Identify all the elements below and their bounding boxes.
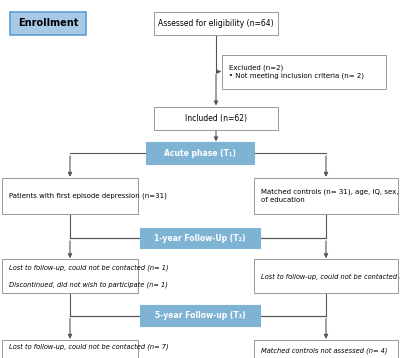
FancyBboxPatch shape [2, 259, 138, 294]
FancyBboxPatch shape [254, 259, 398, 294]
Text: Patients with first episode depression (n=31): Patients with first episode depression (… [9, 193, 167, 199]
FancyBboxPatch shape [140, 228, 260, 248]
FancyBboxPatch shape [254, 340, 398, 358]
FancyBboxPatch shape [154, 11, 278, 35]
Text: Lost to follow-up, could not be contacted (n= 1)

Discontinued, did not wish to : Lost to follow-up, could not be contacte… [9, 265, 168, 288]
Text: Matched controls not assessed (n= 4)

Could not be contacted (n= 6): Matched controls not assessed (n= 4) Cou… [261, 347, 387, 358]
FancyBboxPatch shape [140, 305, 260, 326]
FancyBboxPatch shape [146, 142, 254, 164]
FancyBboxPatch shape [2, 340, 138, 358]
Text: Lost to follow-up, could not be contacted (n= 7)

Included, successful contacted: Lost to follow-up, could not be contacte… [9, 343, 168, 358]
Text: Excluded (n=2)
• Not meeting inclusion criteria (n= 2): Excluded (n=2) • Not meeting inclusion c… [229, 64, 364, 79]
FancyBboxPatch shape [2, 178, 138, 214]
Text: 1-year Follow-Up (T₂): 1-year Follow-Up (T₂) [154, 233, 246, 243]
FancyBboxPatch shape [222, 54, 386, 88]
FancyBboxPatch shape [154, 106, 278, 130]
FancyBboxPatch shape [10, 11, 86, 35]
Text: Enrollment: Enrollment [18, 18, 78, 28]
FancyBboxPatch shape [254, 178, 398, 214]
Text: 5-year Follow-up (T₃): 5-year Follow-up (T₃) [155, 311, 245, 320]
Text: Included (n=62): Included (n=62) [185, 113, 247, 123]
Text: Acute phase (T₁): Acute phase (T₁) [164, 149, 236, 158]
Text: Lost to follow-up, could not be contacted (n= 1): Lost to follow-up, could not be contacte… [261, 273, 400, 280]
Text: Assessed for eligibility (n=64): Assessed for eligibility (n=64) [158, 19, 274, 28]
Text: Matched controls (n= 31), age, IQ, sex, years
of education: Matched controls (n= 31), age, IQ, sex, … [261, 189, 400, 203]
